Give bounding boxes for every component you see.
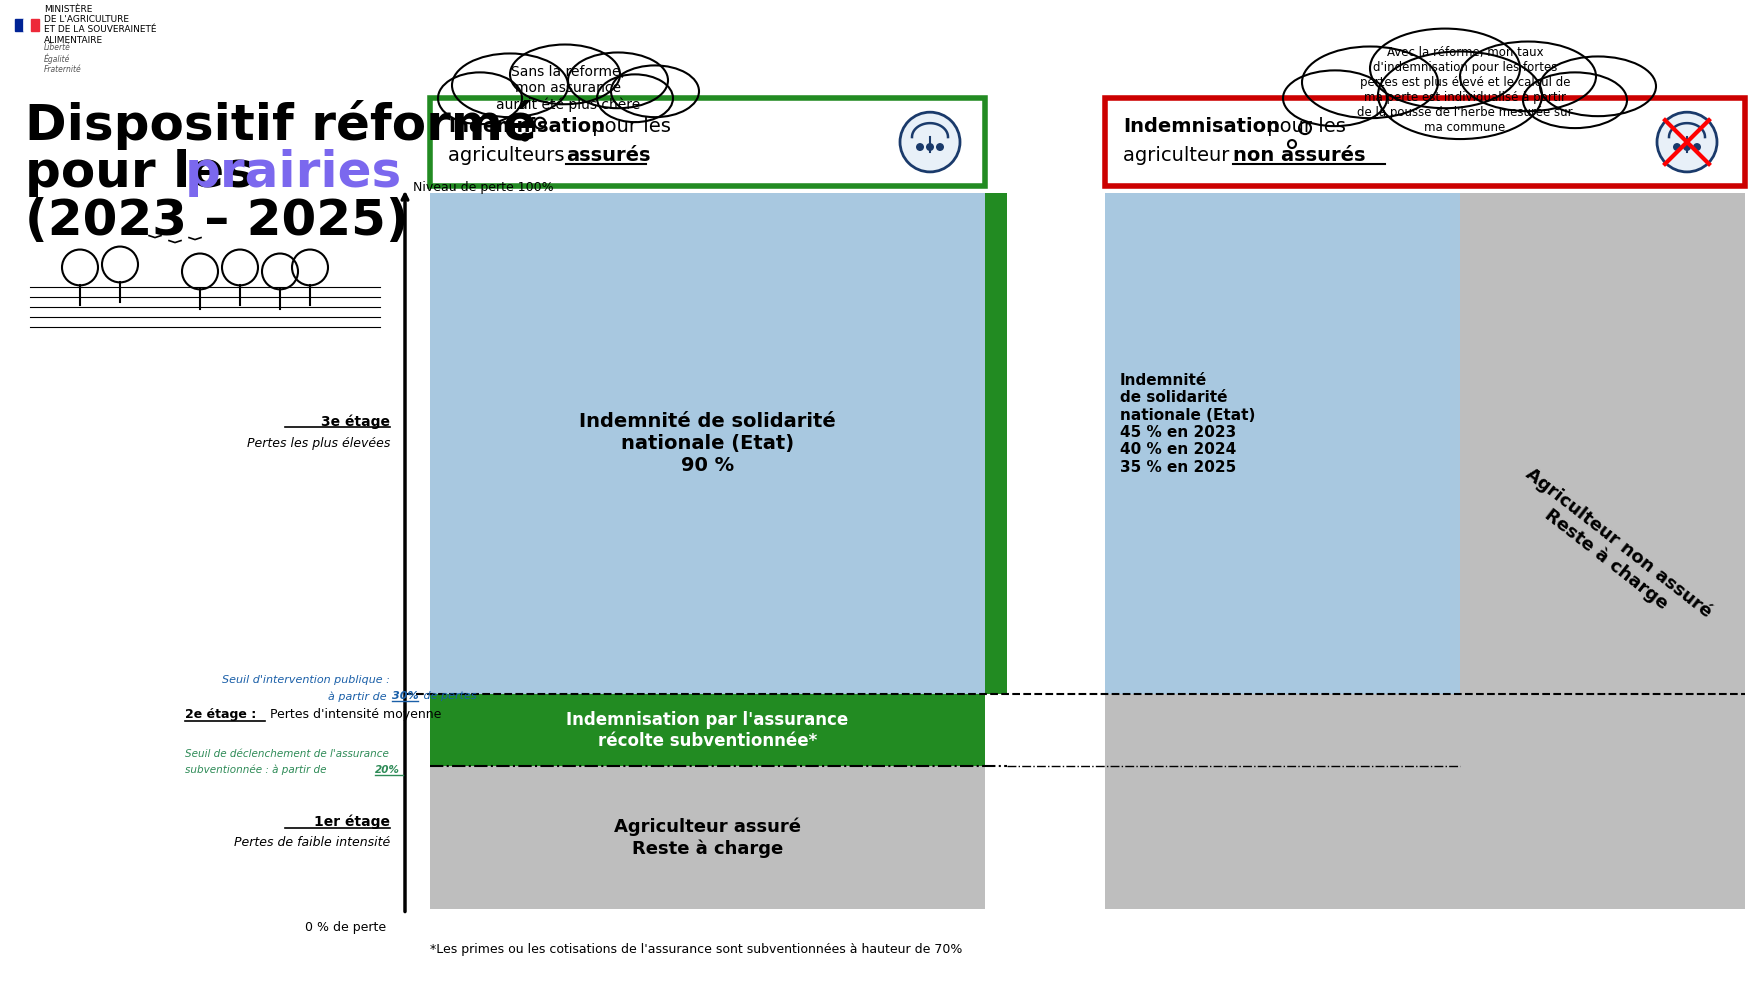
Circle shape bbox=[1673, 143, 1680, 151]
Bar bbox=[430, 766, 986, 910]
Circle shape bbox=[1658, 112, 1717, 172]
Text: 20%: 20% bbox=[375, 765, 400, 775]
Text: Indemnisation: Indemnisation bbox=[1123, 116, 1280, 135]
Circle shape bbox=[926, 143, 933, 151]
Text: Liberté
Égalité
Fraternité: Liberté Égalité Fraternité bbox=[44, 43, 82, 75]
Text: Dispositif réformé: Dispositif réformé bbox=[25, 100, 537, 150]
Text: 2e étage :: 2e étage : bbox=[184, 708, 256, 721]
Bar bbox=[430, 193, 986, 695]
Ellipse shape bbox=[1540, 57, 1656, 116]
FancyBboxPatch shape bbox=[430, 98, 986, 186]
Ellipse shape bbox=[1522, 73, 1628, 128]
Text: pour les: pour les bbox=[1261, 116, 1345, 135]
Ellipse shape bbox=[596, 75, 674, 122]
Bar bbox=[986, 193, 1007, 695]
Circle shape bbox=[900, 112, 959, 172]
Text: Seuil d'intervention publique :: Seuil d'intervention publique : bbox=[223, 676, 389, 686]
Ellipse shape bbox=[510, 45, 619, 104]
Text: de pertes: de pertes bbox=[419, 692, 477, 702]
Text: Agriculteur non assuré
Reste à charge: Agriculteur non assuré Reste à charge bbox=[1508, 464, 1715, 638]
Circle shape bbox=[937, 143, 944, 151]
Circle shape bbox=[916, 143, 924, 151]
Text: Indemnité
de solidarité
nationale (Etat)
45 % en 2023
40 % en 2024
35 % en 2025: Indemnité de solidarité nationale (Etat)… bbox=[1121, 373, 1256, 475]
Bar bbox=[1105, 695, 1745, 910]
Text: Agriculteur assuré
Reste à charge: Agriculteur assuré Reste à charge bbox=[614, 818, 802, 858]
Text: Avec la réforme, mon taux
d'indemnisation pour les fortes
pertes est plus élevé : Avec la réforme, mon taux d'indemnisatio… bbox=[1358, 47, 1573, 134]
Text: pour les: pour les bbox=[25, 149, 272, 197]
Text: *Les primes ou les cotisations de l'assurance sont subventionnées à hauteur de 7: *Les primes ou les cotisations de l'assu… bbox=[430, 942, 963, 955]
Text: prairies: prairies bbox=[184, 149, 402, 197]
Bar bbox=[32, 19, 39, 31]
Circle shape bbox=[1693, 143, 1701, 151]
Text: subventionnée : à partir de: subventionnée : à partir de bbox=[184, 764, 330, 775]
Text: 3e étage: 3e étage bbox=[321, 414, 389, 429]
Bar bbox=[1105, 193, 1459, 695]
Text: Pertes d'intensité moyenne: Pertes d'intensité moyenne bbox=[270, 708, 442, 721]
Bar bbox=[16, 19, 23, 31]
Circle shape bbox=[1684, 143, 1691, 151]
Text: 30%: 30% bbox=[391, 692, 419, 702]
Text: (2023 – 2025): (2023 – 2025) bbox=[25, 197, 409, 245]
Text: Seuil de déclenchement de l'assurance: Seuil de déclenchement de l'assurance bbox=[184, 749, 389, 759]
Ellipse shape bbox=[1301, 47, 1438, 118]
Text: Indemnisation par l'assurance
récolte subventionnée*: Indemnisation par l'assurance récolte su… bbox=[567, 711, 849, 749]
Bar bbox=[430, 695, 986, 766]
Ellipse shape bbox=[1459, 42, 1596, 111]
Text: Sans la réforme,
mon assurance
aurait été plus chère: Sans la réforme, mon assurance aurait ét… bbox=[496, 65, 640, 111]
Text: Indemnisation: Indemnisation bbox=[447, 116, 605, 135]
Text: assurés: assurés bbox=[567, 146, 651, 165]
Text: 1er étage: 1er étage bbox=[314, 814, 389, 829]
Ellipse shape bbox=[1370, 29, 1521, 108]
Text: agriculteur: agriculteur bbox=[1123, 146, 1235, 165]
Text: pour les: pour les bbox=[586, 116, 670, 135]
Text: à partir de: à partir de bbox=[328, 691, 389, 702]
Text: agriculteurs: agriculteurs bbox=[447, 146, 570, 165]
Ellipse shape bbox=[610, 66, 700, 117]
Ellipse shape bbox=[568, 53, 668, 108]
Text: non assurés: non assurés bbox=[1233, 146, 1366, 165]
Text: Pertes les plus élevées: Pertes les plus élevées bbox=[247, 437, 389, 450]
Ellipse shape bbox=[1379, 52, 1542, 139]
Ellipse shape bbox=[438, 73, 523, 124]
Text: Niveau de perte 100%: Niveau de perte 100% bbox=[412, 181, 554, 195]
Text: Pertes de faible intensité: Pertes de faible intensité bbox=[233, 836, 389, 849]
Ellipse shape bbox=[1282, 71, 1387, 126]
Text: 0 % de perte: 0 % de perte bbox=[305, 920, 386, 933]
Text: Indemnité de solidarité
nationale (Etat)
90 %: Indemnité de solidarité nationale (Etat)… bbox=[579, 413, 837, 475]
Bar bbox=[23, 19, 32, 31]
Bar bbox=[1459, 193, 1745, 695]
Text: MINISTÈRE
DE L'AGRICULTURE
ET DE LA SOUVERAINETÉ
ALIMENTAIRE: MINISTÈRE DE L'AGRICULTURE ET DE LA SOUV… bbox=[44, 5, 156, 45]
Ellipse shape bbox=[453, 54, 568, 117]
FancyBboxPatch shape bbox=[1105, 98, 1745, 186]
